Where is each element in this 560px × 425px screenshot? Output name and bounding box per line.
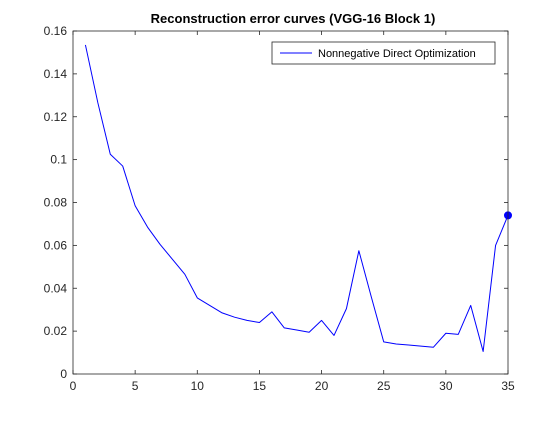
legend: Nonnegative Direct Optimization [271,41,496,65]
x-tick-label: 5 [132,379,139,393]
y-tick-label: 0.02 [44,324,68,338]
axes: 0 5 10 15 20 25 30 35 0 0.02 0.04 0.06 0.08 0.1 0.12 0.… [44,24,515,393]
y-tick-label: 0.12 [44,110,68,124]
x-tick-label: 30 [439,379,453,393]
plot-area [73,31,512,374]
x-tick-label: 10 [191,379,205,393]
x-tick-label: 35 [501,379,515,393]
y-tick-label: 0.04 [44,281,68,295]
y-tick-label: 0 [60,367,67,381]
y-tick-label: 0.16 [44,24,68,38]
legend-label: Nonnegative Direct Optimization [318,48,476,60]
legend-box [271,41,496,65]
y-tick-label: 0.08 [44,196,68,210]
plot-background [73,31,508,374]
x-tick-label: 25 [377,379,391,393]
chart-title: Reconstruction error curves (VGG-16 Bloc… [151,11,436,26]
x-tick-label: 15 [253,379,267,393]
x-tick-label: 20 [315,379,329,393]
x-tick-label: 0 [70,379,77,393]
y-tick-label: 0.06 [44,238,68,252]
y-tick-label: 0.14 [44,67,68,81]
series-line-0 [84,44,509,352]
y-tick-label: 0.1 [50,153,67,167]
